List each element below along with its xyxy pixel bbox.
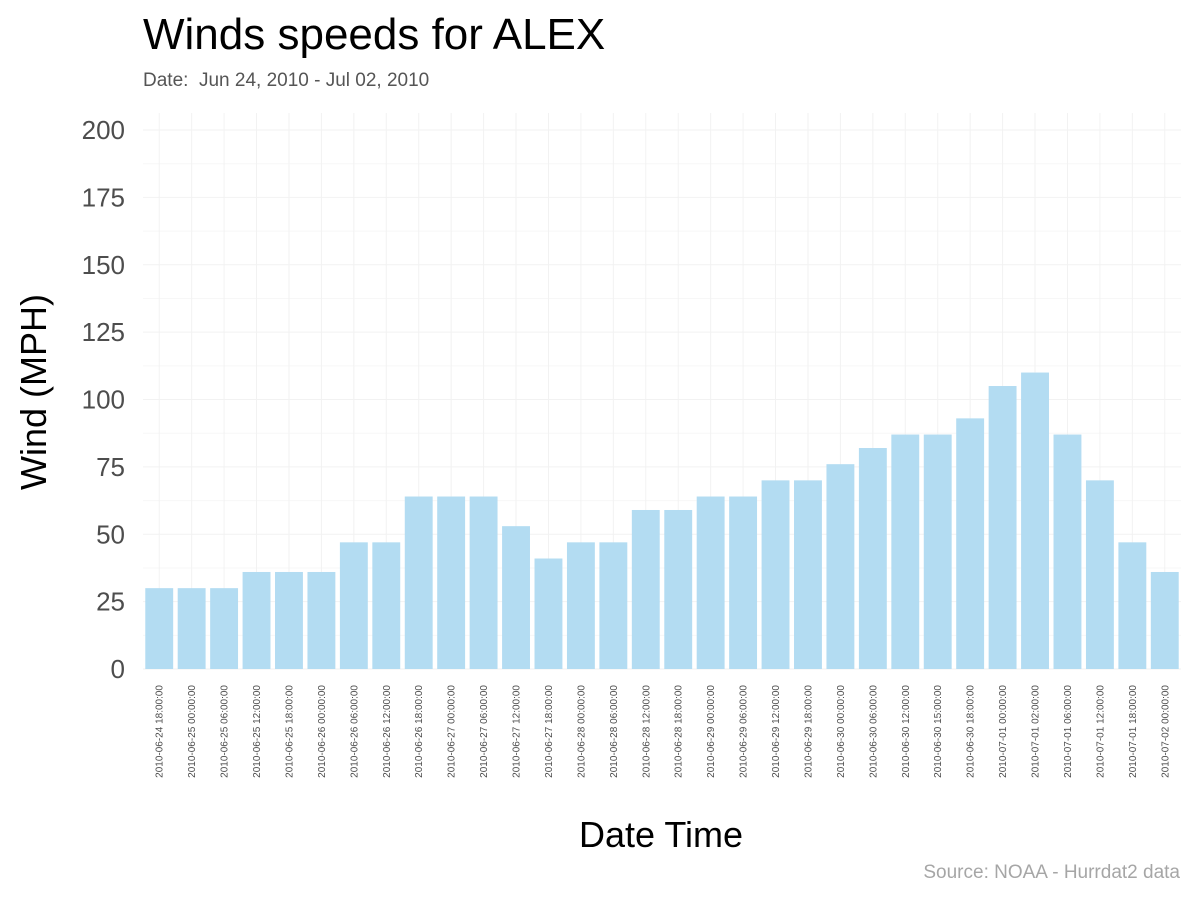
x-tick-label: 2010-06-27 06:00:00 bbox=[479, 685, 490, 778]
bar bbox=[761, 480, 790, 669]
bar bbox=[307, 571, 336, 669]
y-tick-label: 75 bbox=[96, 452, 125, 482]
bar bbox=[210, 588, 239, 669]
bar bbox=[339, 542, 368, 669]
bar bbox=[534, 558, 563, 669]
bar bbox=[1053, 434, 1082, 669]
y-tick-label: 150 bbox=[82, 250, 125, 280]
x-tick-label: 2010-06-28 12:00:00 bbox=[641, 685, 652, 778]
x-tick-label: 2010-07-01 02:00:00 bbox=[1031, 685, 1042, 778]
bar bbox=[404, 496, 433, 669]
x-tick-label: 2010-06-29 06:00:00 bbox=[739, 685, 750, 778]
bar bbox=[631, 509, 660, 669]
x-axis-title: Date Time bbox=[579, 814, 743, 855]
y-tick-label: 0 bbox=[111, 654, 125, 684]
y-tick-label: 25 bbox=[96, 587, 125, 617]
bar bbox=[891, 434, 920, 669]
bar bbox=[242, 571, 271, 669]
y-tick-label: 50 bbox=[96, 519, 125, 549]
bar bbox=[566, 542, 595, 669]
y-axis-title: Wind (MPH) bbox=[13, 294, 54, 490]
bar bbox=[437, 496, 466, 669]
x-tick-label: 2010-06-30 18:00:00 bbox=[966, 685, 977, 778]
x-tick-label: 2010-06-27 12:00:00 bbox=[512, 685, 523, 778]
x-tick-label: 2010-06-29 12:00:00 bbox=[771, 685, 782, 778]
bar bbox=[664, 509, 693, 669]
bar bbox=[502, 526, 530, 669]
bar bbox=[177, 588, 206, 669]
bar bbox=[729, 496, 758, 669]
x-tick-label: 2010-06-30 00:00:00 bbox=[836, 685, 847, 778]
x-tick-label: 2010-06-28 06:00:00 bbox=[609, 685, 620, 778]
x-tick-label: 2010-06-25 06:00:00 bbox=[220, 685, 231, 778]
bar bbox=[275, 571, 303, 669]
x-tick-label: 2010-06-27 00:00:00 bbox=[447, 685, 458, 778]
bar bbox=[826, 464, 855, 669]
source-caption: Source: NOAA - Hurrdat2 data bbox=[923, 862, 1180, 883]
x-tick-label: 2010-06-24 18:00:00 bbox=[155, 685, 166, 778]
bar bbox=[1118, 542, 1147, 669]
x-tick-label: 2010-06-27 18:00:00 bbox=[544, 685, 555, 778]
y-tick-label: 125 bbox=[82, 317, 125, 347]
x-tick-label: 2010-06-30 06:00:00 bbox=[868, 685, 879, 778]
bar bbox=[469, 496, 498, 669]
bar bbox=[599, 542, 628, 669]
y-tick-label: 200 bbox=[82, 115, 125, 145]
bars bbox=[145, 372, 1179, 669]
x-tick-label: 2010-06-29 18:00:00 bbox=[803, 685, 814, 778]
x-tick-label: 2010-06-26 00:00:00 bbox=[317, 685, 328, 778]
x-tick-label: 2010-06-25 18:00:00 bbox=[284, 685, 295, 778]
x-tick-label: 2010-06-30 12:00:00 bbox=[901, 685, 912, 778]
y-tick-labels: 0 25 50 75 100 125 150 175 200 bbox=[82, 115, 125, 684]
x-tick-label: 2010-06-25 00:00:00 bbox=[187, 685, 198, 778]
x-tick-label: 2010-07-02 00:00:00 bbox=[1160, 685, 1171, 778]
chart-subtitle: Date: Jun 24, 2010 - Jul 02, 2010 bbox=[143, 70, 430, 91]
bar bbox=[988, 386, 1017, 669]
x-tick-labels: 2010-06-24 18:00:00 2010-06-25 00:00:00 20… bbox=[155, 685, 1172, 778]
x-tick-label: 2010-07-01 06:00:00 bbox=[1063, 685, 1074, 778]
bar bbox=[923, 434, 952, 669]
bar bbox=[794, 480, 822, 669]
x-tick-label: 2010-06-25 12:00:00 bbox=[252, 685, 263, 778]
x-tick-label: 2010-06-26 12:00:00 bbox=[382, 685, 393, 778]
bar bbox=[372, 542, 401, 669]
x-tick-label: 2010-07-01 00:00:00 bbox=[998, 685, 1009, 778]
x-tick-label: 2010-06-30 15:00:00 bbox=[933, 685, 944, 778]
bar bbox=[956, 418, 985, 669]
x-tick-label: 2010-06-26 06:00:00 bbox=[349, 685, 360, 778]
bar bbox=[858, 448, 887, 669]
y-tick-label: 175 bbox=[82, 182, 125, 212]
x-tick-label: 2010-06-28 18:00:00 bbox=[674, 685, 685, 778]
bar bbox=[1085, 480, 1114, 669]
bar bbox=[696, 496, 725, 669]
x-tick-label: 2010-07-01 18:00:00 bbox=[1128, 685, 1139, 778]
chart-title: Winds speeds for ALEX bbox=[143, 10, 606, 59]
x-tick-label: 2010-06-28 00:00:00 bbox=[576, 685, 587, 778]
bar bbox=[145, 588, 174, 669]
x-tick-label: 2010-07-01 12:00:00 bbox=[1095, 685, 1106, 778]
bar bbox=[1021, 372, 1049, 669]
x-tick-label: 2010-06-26 18:00:00 bbox=[414, 685, 425, 778]
y-tick-label: 100 bbox=[82, 385, 125, 415]
x-tick-label: 2010-06-29 00:00:00 bbox=[706, 685, 717, 778]
bar bbox=[1150, 571, 1179, 669]
